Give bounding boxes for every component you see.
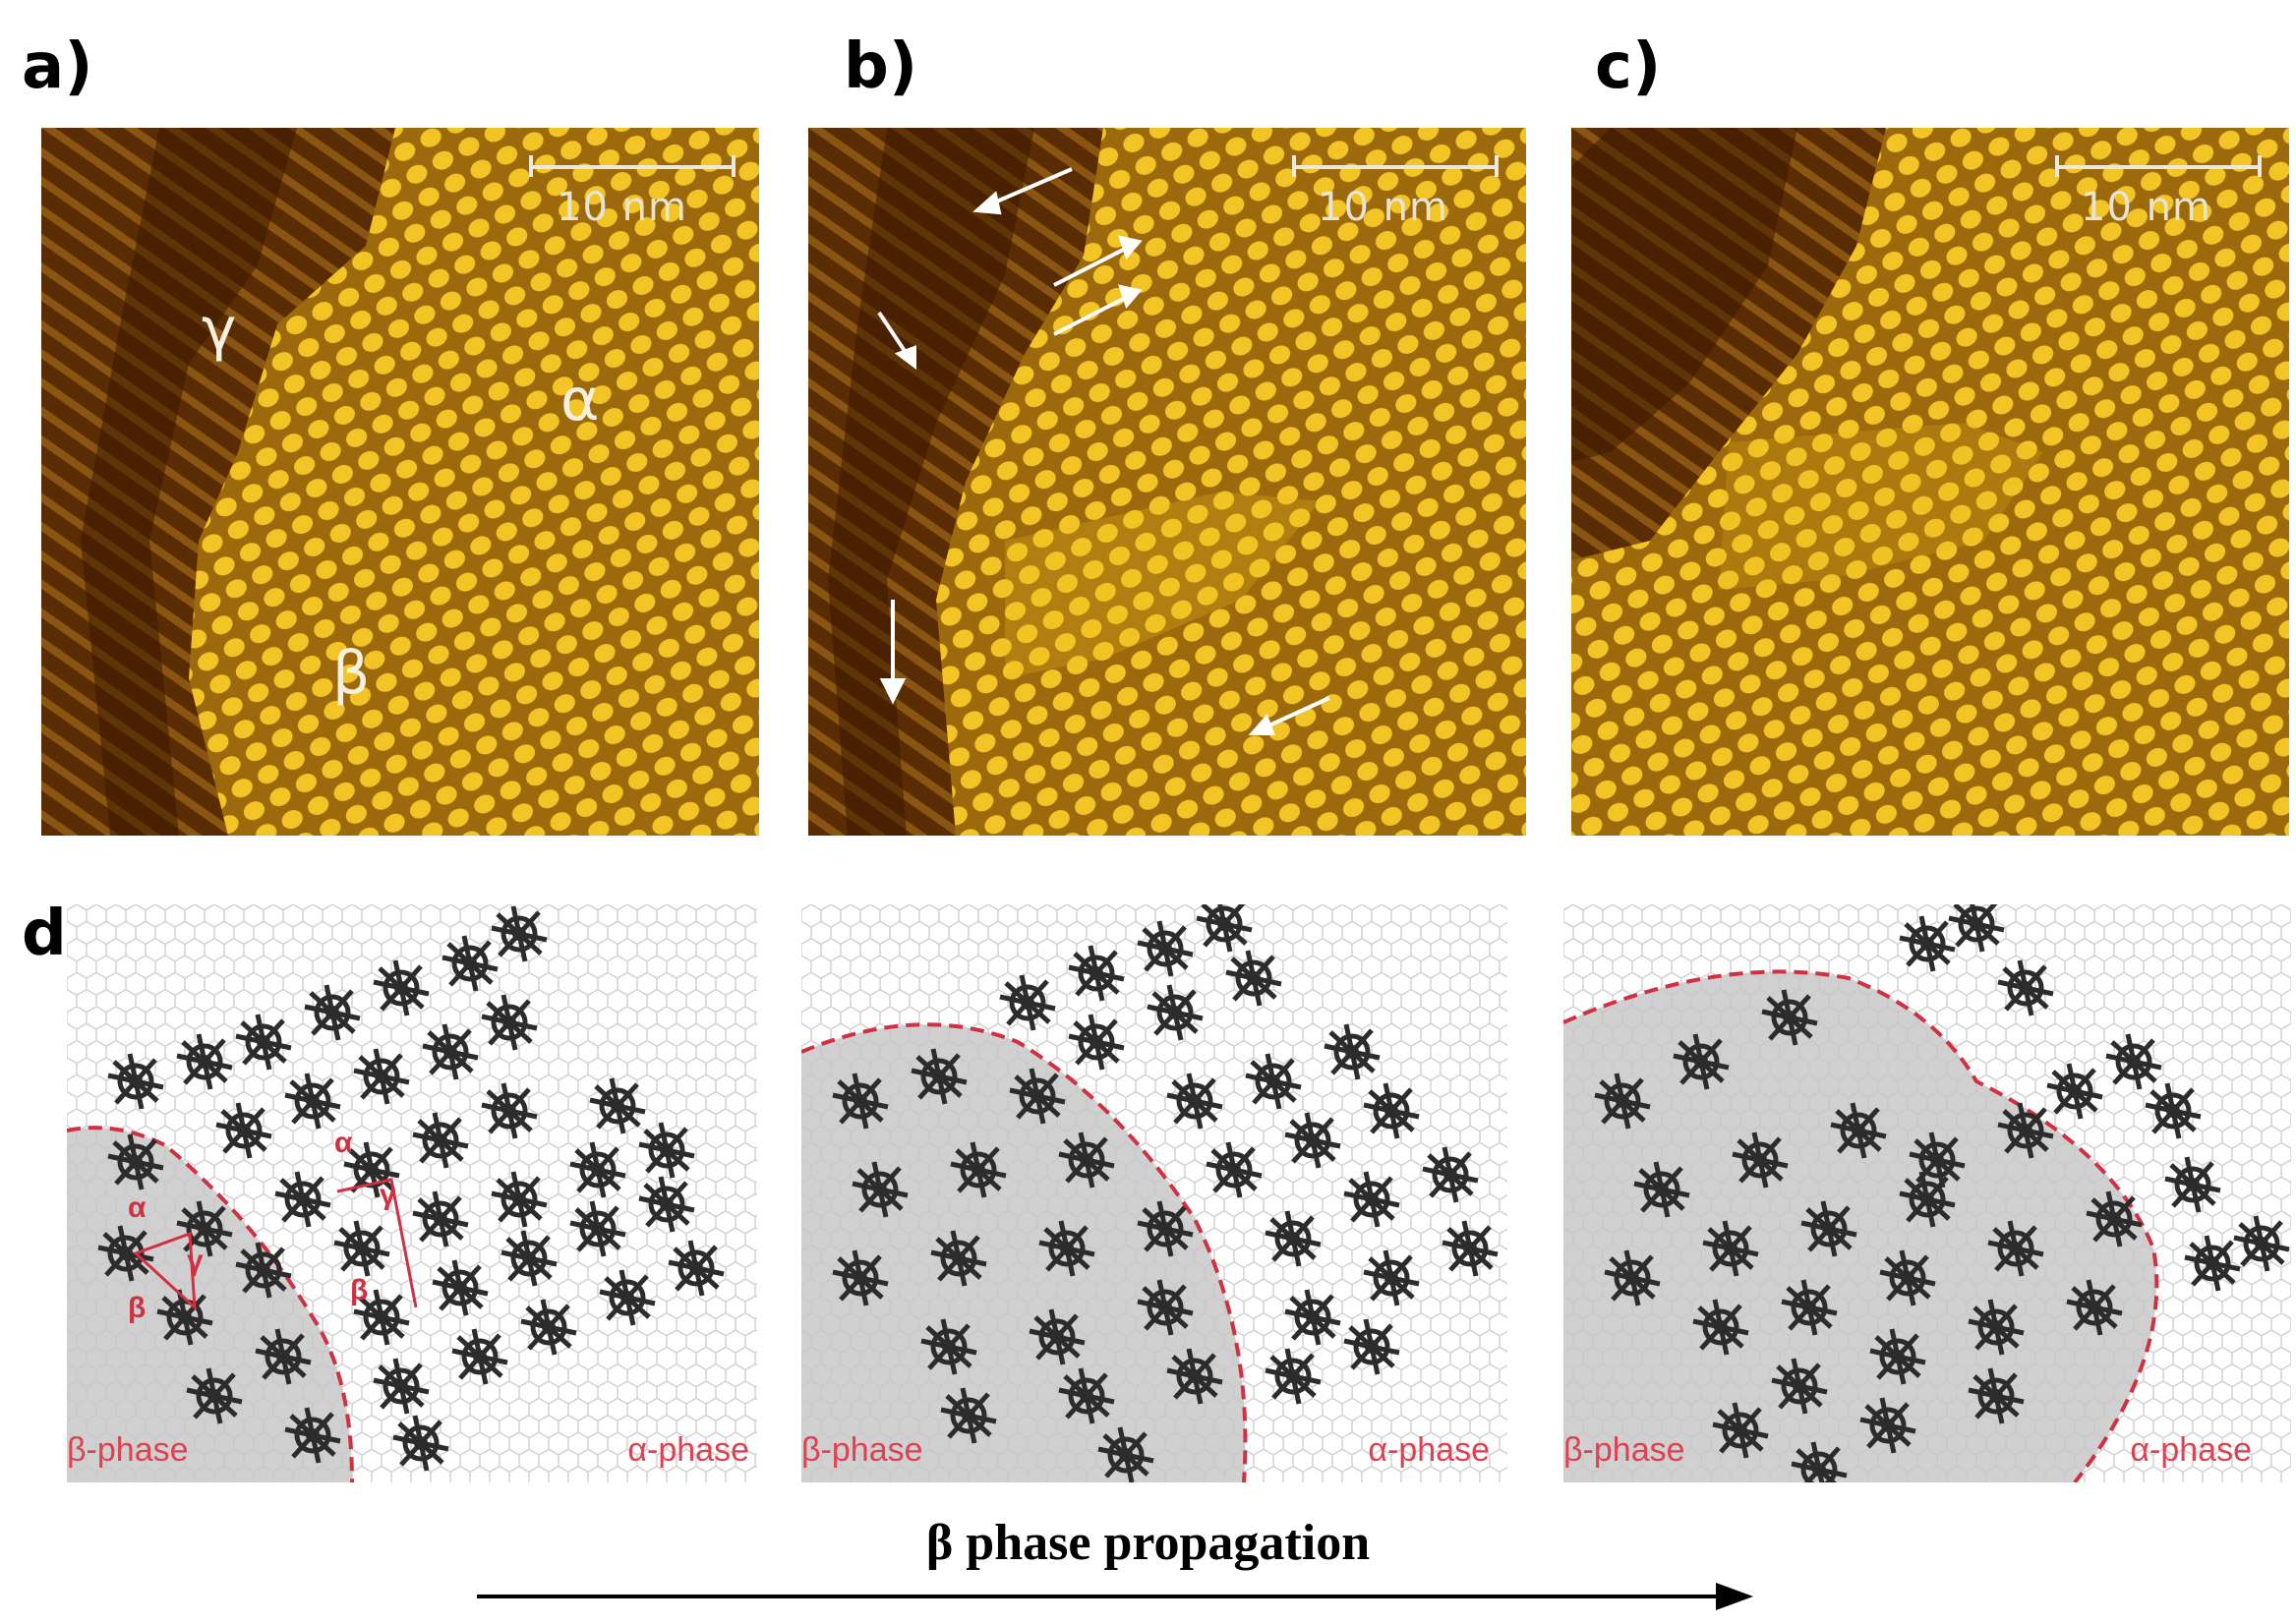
inset-label: β xyxy=(128,1292,146,1324)
phase-label-alpha: α xyxy=(560,366,600,435)
model-panel-3: β-phase α-phase xyxy=(1563,904,2291,1482)
alpha-phase-label: α-phase xyxy=(2130,1431,2252,1469)
inset-label: γ xyxy=(187,1245,204,1277)
stm-image-c xyxy=(1571,128,2289,836)
beta-phase-label: β-phase xyxy=(1563,1431,1685,1469)
scale-bar-a xyxy=(529,155,736,177)
scale-bar-b xyxy=(1292,155,1499,177)
alpha-phase-label: α-phase xyxy=(627,1431,749,1469)
white-arrow-icon xyxy=(877,167,1330,735)
black-arrow-icon xyxy=(477,1583,1753,1610)
scale-label-a: 10 nm xyxy=(557,185,687,230)
panel-label-c: c) xyxy=(1595,30,1662,103)
stm-image-a xyxy=(41,128,759,836)
model-panel-2: β-phase α-phase xyxy=(801,904,1507,1482)
beta-phase-label: β-phase xyxy=(67,1431,189,1469)
alpha-phase-label: α-phase xyxy=(1368,1431,1490,1469)
inset-label: α xyxy=(334,1127,353,1159)
beta-phase-label: β-phase xyxy=(801,1431,923,1469)
phase-label-beta: β xyxy=(332,639,371,708)
model-panel-1: α γ β α γ β β-phase α-phase xyxy=(67,904,757,1482)
panel-label-b: b) xyxy=(844,30,918,103)
propagation-caption: β phase propagation xyxy=(925,1515,1371,1571)
inset-label: γ xyxy=(380,1179,396,1211)
panel-label-a: a) xyxy=(22,30,93,103)
scale-label-b: 10 nm xyxy=(1318,185,1448,230)
stm-image-b xyxy=(808,128,1526,836)
scale-bar-c xyxy=(2055,155,2262,177)
scale-label-c: 10 nm xyxy=(2081,185,2211,230)
inset-label: β xyxy=(350,1274,368,1306)
phase-label-gamma: γ xyxy=(202,295,237,364)
inset-label: α xyxy=(128,1191,147,1224)
